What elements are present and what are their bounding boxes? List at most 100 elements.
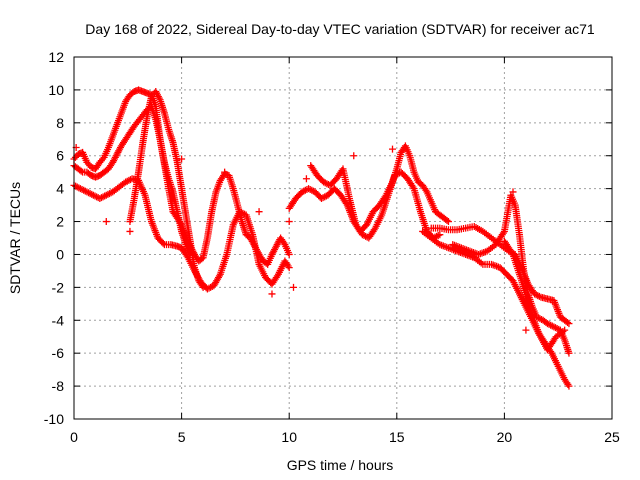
data-point xyxy=(321,193,329,201)
data-point xyxy=(205,284,213,292)
data-point xyxy=(101,192,109,200)
data-point xyxy=(83,188,91,196)
data-point xyxy=(300,187,308,195)
data-point xyxy=(350,152,358,160)
data-point xyxy=(298,188,306,196)
data-point xyxy=(302,175,310,183)
data-point xyxy=(565,320,573,328)
y-tick-label: -4 xyxy=(52,312,65,328)
y-tick-label: -10 xyxy=(44,411,64,427)
data-point xyxy=(126,227,134,235)
data-point xyxy=(255,208,263,216)
data-point xyxy=(388,145,396,153)
data-point xyxy=(317,195,325,203)
data-point xyxy=(392,171,400,179)
data-point xyxy=(508,249,516,257)
data-point xyxy=(88,190,96,198)
data-point xyxy=(547,321,555,329)
data-point xyxy=(99,193,107,201)
data-point xyxy=(370,226,378,234)
data-point xyxy=(358,231,366,239)
data-point xyxy=(290,283,298,291)
data-point xyxy=(409,183,417,191)
x-axis-label: GPS time / hours xyxy=(287,457,394,473)
data-point xyxy=(360,232,368,240)
data-point xyxy=(78,185,86,193)
data-point xyxy=(534,292,542,300)
y-tick-label: 10 xyxy=(48,82,64,98)
data-point xyxy=(444,218,452,226)
data-point xyxy=(550,323,558,331)
data-point xyxy=(320,178,328,186)
data-point xyxy=(125,176,133,184)
data-point xyxy=(93,193,101,201)
data-point xyxy=(545,320,553,328)
data-point xyxy=(239,209,247,217)
data-point xyxy=(553,325,561,332)
data-point xyxy=(280,239,288,247)
data-point xyxy=(123,177,131,185)
data-point xyxy=(102,218,110,226)
data-point xyxy=(122,178,130,186)
y-tick-label: 8 xyxy=(56,115,64,131)
x-tick-label: 10 xyxy=(281,429,297,445)
data-point xyxy=(509,188,517,196)
data-point xyxy=(73,183,81,191)
data-point xyxy=(237,208,245,216)
data-point xyxy=(319,194,327,202)
data-point xyxy=(76,185,84,193)
data-point xyxy=(91,192,99,200)
y-tick-label: 6 xyxy=(56,148,64,164)
data-point xyxy=(565,349,573,357)
y-tick-label: -8 xyxy=(52,378,65,394)
data-point xyxy=(102,191,110,199)
data-point xyxy=(236,208,244,216)
data-point xyxy=(81,187,89,195)
data-point xyxy=(532,291,540,299)
data-point xyxy=(391,171,399,179)
data-point xyxy=(443,216,451,224)
data-point xyxy=(72,182,80,190)
x-tick-label: 0 xyxy=(70,429,78,445)
data-point xyxy=(106,190,114,198)
chart-title: Day 168 of 2022, Sidereal Day-to-day VTE… xyxy=(85,21,595,37)
data-point xyxy=(561,326,569,334)
x-tick-label: 5 xyxy=(178,429,186,445)
data-point xyxy=(543,320,551,328)
data-point xyxy=(306,185,314,193)
data-point xyxy=(178,155,186,163)
data-point xyxy=(207,283,215,291)
data-point xyxy=(565,382,573,390)
axis-ticks: 0 5 10 15 20 25 -10 -8 -6 -4 -2 0 2 4 6 8 10 12 xyxy=(44,49,620,445)
data-point xyxy=(77,167,85,175)
data-point xyxy=(96,195,104,203)
data-point xyxy=(564,318,572,326)
y-tick-label: 4 xyxy=(56,181,64,197)
data-point xyxy=(104,190,112,198)
data-point xyxy=(285,218,293,226)
y-tick-label: 2 xyxy=(56,214,64,230)
x-tick-label: 15 xyxy=(389,429,405,445)
y-tick-label: -2 xyxy=(52,279,65,295)
data-point xyxy=(198,282,206,290)
data-point xyxy=(499,229,507,237)
data-point xyxy=(434,232,442,240)
x-tick-label: 25 xyxy=(604,429,620,445)
data-point xyxy=(285,250,293,258)
data-point xyxy=(155,94,163,102)
data-point xyxy=(536,315,544,323)
data-point xyxy=(285,264,293,272)
y-tick-label: -6 xyxy=(52,345,65,361)
data-points xyxy=(70,86,573,390)
data-point xyxy=(97,194,105,202)
data-point xyxy=(199,283,207,291)
plot-frame xyxy=(73,56,613,420)
y-tick-label: 0 xyxy=(56,246,64,262)
data-point xyxy=(284,262,292,270)
data-point xyxy=(215,272,223,280)
data-point xyxy=(159,239,167,247)
y-tick-label: 12 xyxy=(48,49,64,65)
data-point xyxy=(552,324,560,332)
data-point xyxy=(89,191,97,199)
data-point xyxy=(436,231,444,239)
